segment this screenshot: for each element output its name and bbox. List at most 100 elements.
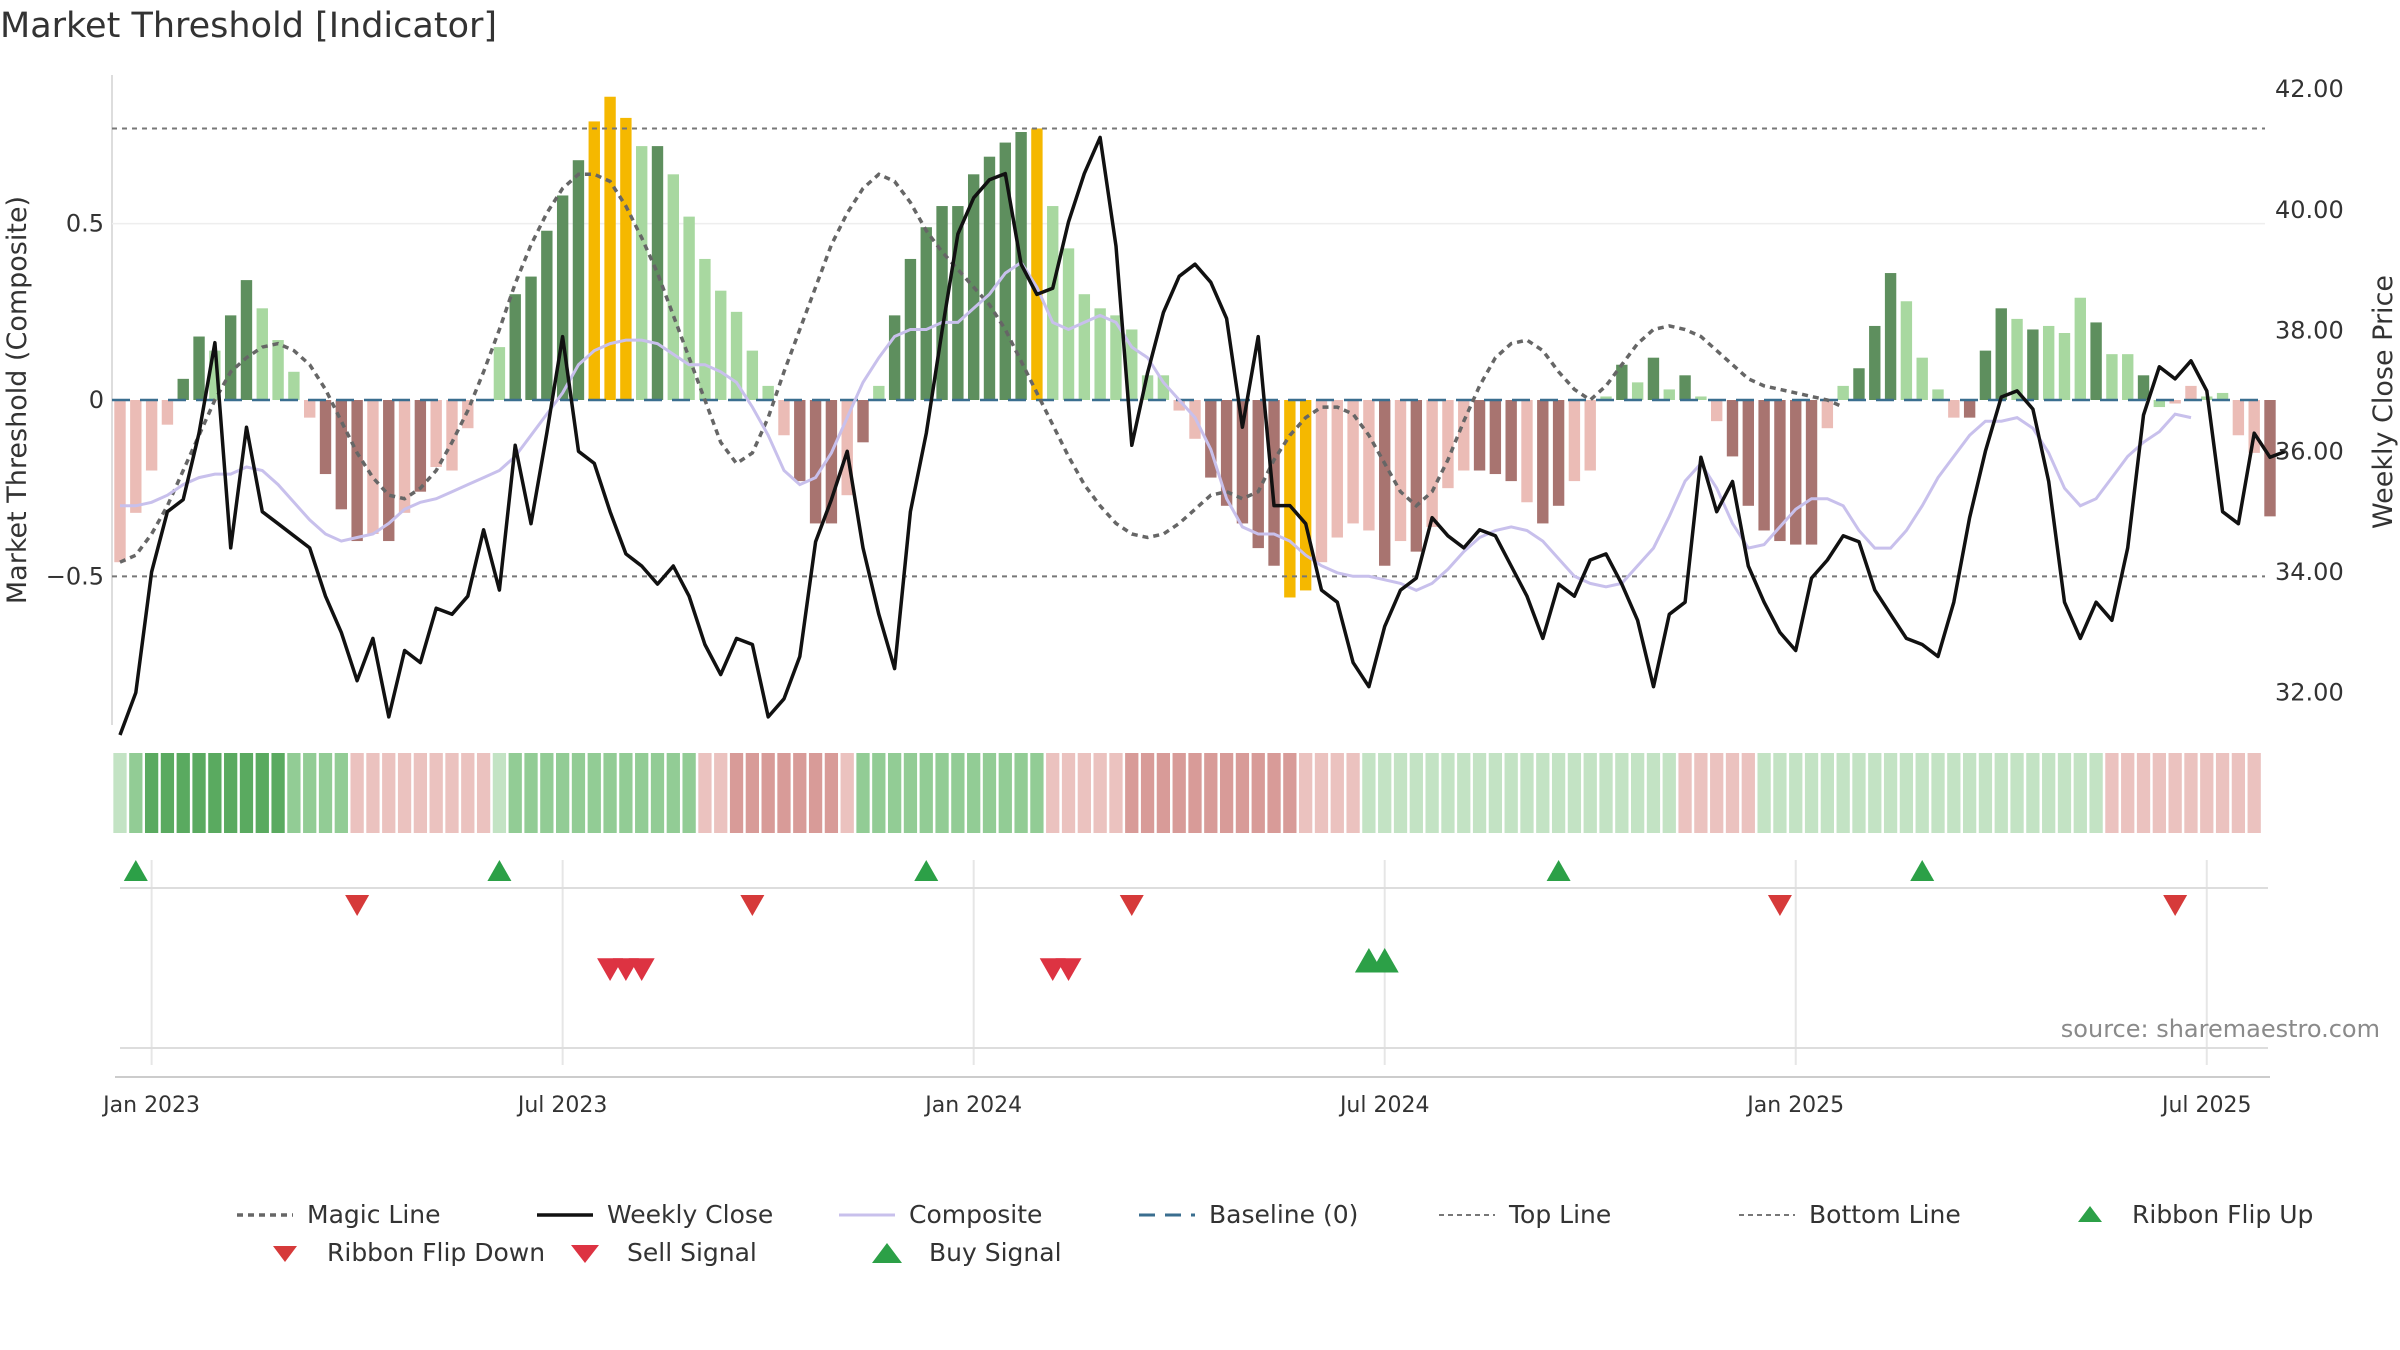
ribbon-cell-36 <box>682 753 696 833</box>
ribbon-cell-17 <box>382 753 396 833</box>
ribbon-cell-86 <box>1472 753 1487 833</box>
ribbon-cell-53 <box>951 753 965 833</box>
ribbon-cell-112 <box>1883 753 1898 833</box>
ribbon-cell-49 <box>887 753 902 833</box>
composite-bar-114 <box>1916 357 1928 400</box>
composite-bar-113 <box>1900 301 1913 400</box>
y2-tick-label-3: 36.00 <box>2275 437 2344 465</box>
composite-bar-56 <box>999 142 1011 400</box>
ribbon-cell-83 <box>1425 753 1439 833</box>
legend-item-sell: Sell Signal <box>555 1238 757 1267</box>
composite-bar-48 <box>873 385 885 400</box>
composite-bar-60 <box>1062 248 1075 400</box>
weekly-close-line <box>118 135 2287 736</box>
ribbon-flip-up-marker-4 <box>1910 860 1935 881</box>
ribbon-cell-11 <box>287 753 301 833</box>
composite-bar-71 <box>1236 400 1249 524</box>
composite-bar-10 <box>272 340 284 400</box>
composite-bar-84 <box>1442 400 1454 489</box>
ribbon-cell-45 <box>824 753 839 833</box>
composite-line <box>120 260 2192 593</box>
ribbon-cell-130 <box>2168 753 2182 833</box>
ribbon-cell-39 <box>729 753 744 833</box>
composite-bar-123 <box>2058 333 2071 400</box>
ribbon-cell-120 <box>2010 753 2024 833</box>
composite-bar-42 <box>778 400 790 436</box>
composite-bar-31 <box>604 96 616 400</box>
composite-bar-40 <box>746 350 759 400</box>
y2-axis-label: Weekly Close Price <box>2368 275 2399 529</box>
composite-bar-49 <box>888 315 901 400</box>
legend-label: Ribbon Flip Down <box>327 1238 546 1267</box>
composite-bar-59 <box>1047 206 1059 400</box>
composite-bar-66 <box>1157 375 1170 400</box>
ribbon-cell-125 <box>2089 753 2103 833</box>
ribbon-cell-47 <box>856 753 870 833</box>
ribbon-cell-111 <box>1868 753 1882 833</box>
ribbon-cell-95 <box>1615 753 1629 833</box>
composite-bar-16 <box>367 400 379 534</box>
composite-bar-36 <box>683 216 695 400</box>
composite-bar-105 <box>1774 400 1786 542</box>
ribbon-cell-65 <box>1140 753 1155 833</box>
legend-swatch-bottom <box>1737 1203 1809 1227</box>
ribbon-cell-26 <box>524 753 538 833</box>
legend-swatch-sell <box>555 1241 627 1265</box>
composite-bar-117 <box>1963 400 1976 418</box>
ribbon-cell-66 <box>1156 753 1171 833</box>
ribbon-cell-52 <box>935 753 949 833</box>
composite-bar-53 <box>952 206 964 400</box>
composite-bar-78 <box>1347 400 1359 524</box>
ribbon-cell-59 <box>1046 753 1060 833</box>
legend-item-bottom: Bottom Line <box>1737 1200 1961 1229</box>
composite-bar-65 <box>1141 375 1154 400</box>
ribbon-cell-103 <box>1741 753 1755 833</box>
composite-bar-112 <box>1884 273 1897 400</box>
ribbon-cell-107 <box>1804 753 1819 833</box>
ribbon-cell-82 <box>1409 753 1423 833</box>
legend-swatch-buy <box>857 1241 929 1265</box>
ribbon-cell-114 <box>1915 753 1929 833</box>
composite-bar-82 <box>1410 400 1423 552</box>
composite-bar-9 <box>256 308 268 400</box>
composite-bar-28 <box>556 195 569 400</box>
ribbon-cell-133 <box>2215 753 2230 833</box>
composite-bar-13 <box>319 400 332 475</box>
legend-label: Buy Signal <box>929 1238 1062 1267</box>
composite-bar-102 <box>1726 400 1739 457</box>
composite-bar-89 <box>1521 400 1533 503</box>
legend-swatch-top <box>1437 1203 1509 1227</box>
ribbon-cell-127 <box>2121 753 2135 833</box>
y2-tick-label-2: 38.00 <box>2275 317 2344 345</box>
legend-swatch-flipdown <box>255 1241 327 1265</box>
ribbon-cell-77 <box>1330 753 1344 833</box>
chart-title: Market Threshold [Indicator] <box>0 6 498 46</box>
composite-bar-85 <box>1458 400 1470 471</box>
composite-bar-116 <box>1948 400 1960 418</box>
legend-item-baseline: Baseline (0) <box>1137 1200 1358 1229</box>
composite-bar-26 <box>525 276 537 400</box>
composite-bar-5 <box>193 336 205 400</box>
ribbon-cell-12 <box>303 753 317 833</box>
sell-signal-marker-2 <box>628 958 655 981</box>
ribbon-cell-124 <box>2073 753 2087 833</box>
buy-signal-marker-1 <box>1370 948 1399 973</box>
ribbon-cell-129 <box>2152 753 2166 833</box>
composite-bar-129 <box>2153 400 2166 408</box>
ribbon-cell-108 <box>1820 753 1834 833</box>
composite-bar-131 <box>2185 385 2197 400</box>
composite-bar-61 <box>1078 294 1091 400</box>
composite-bar-67 <box>1173 400 1185 411</box>
ribbon-flip-down-marker-3 <box>1767 895 1792 916</box>
x-tick-label-3: Jul 2024 <box>1338 1093 1430 1118</box>
composite-bar-92 <box>1568 400 1581 482</box>
legend-item-flipdown: Ribbon Flip Down <box>255 1238 545 1267</box>
ribbon-cell-92 <box>1567 753 1582 833</box>
ribbon-cell-135 <box>2247 753 2261 833</box>
composite-bar-95 <box>1616 364 1628 400</box>
ribbon-cell-58 <box>1030 753 1044 833</box>
legend-label: Magic Line <box>307 1200 441 1229</box>
ribbon-cell-4 <box>176 753 190 833</box>
ribbon-cell-121 <box>2026 753 2040 833</box>
